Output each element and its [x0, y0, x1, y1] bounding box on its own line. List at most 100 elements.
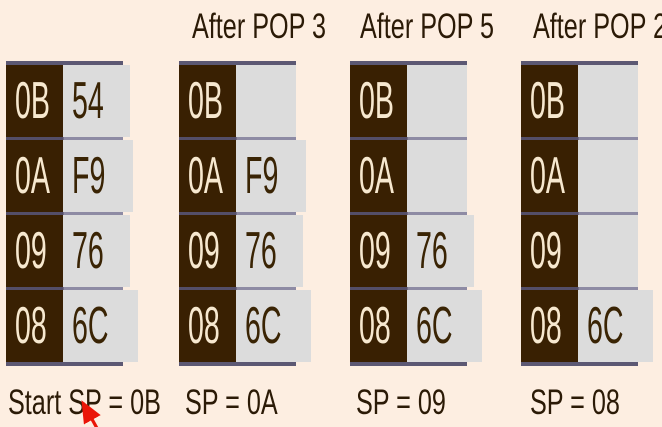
address-text: 0A [530, 147, 565, 205]
sp-label-after-pop-3: SP = 0A [185, 385, 314, 420]
address-cell: 08 [179, 290, 236, 362]
table-bottom-border [179, 362, 296, 366]
address-cell: 09 [179, 215, 236, 287]
table-top-border [6, 61, 123, 65]
stack-table-after-pop-5: 0B 0A 09 76 08 6C [350, 61, 483, 366]
address-cell: 0B [521, 65, 578, 137]
value-text: 76 [245, 222, 277, 280]
stack-row: 0B [521, 65, 638, 137]
table-top-border [521, 61, 638, 65]
stack-row: 0A [521, 140, 638, 212]
address-text: 08 [530, 297, 562, 355]
address-cell: 0B [350, 65, 407, 137]
value-text: 54 [72, 72, 104, 130]
stack-row: 0A [350, 140, 467, 212]
value-text: 76 [416, 222, 448, 280]
column-header-after-pop-5: After POP 5 [360, 9, 546, 44]
column-header-text: After POP 3 [192, 7, 326, 46]
value-cell: 76 [236, 215, 303, 287]
value-cell [236, 65, 296, 137]
value-cell [578, 65, 638, 137]
row-divider [350, 212, 467, 215]
stack-row: 09 76 [6, 215, 130, 287]
row-divider [179, 137, 296, 140]
red-arrow-icon [81, 400, 101, 427]
column-header-text: After POP 2 [533, 7, 662, 46]
table-top-border [179, 61, 296, 65]
value-text: F9 [72, 147, 106, 205]
address-cell: 0A [350, 140, 407, 212]
address-cell: 0B [6, 65, 63, 137]
value-text: 6C [587, 297, 624, 355]
value-cell: 6C [236, 290, 312, 362]
address-text: 0B [359, 72, 394, 130]
address-text: 09 [359, 222, 391, 280]
address-text: 09 [15, 222, 47, 280]
stack-row: 09 [521, 215, 638, 287]
stack-row: 0B 54 [6, 65, 130, 137]
address-text: 0B [15, 72, 50, 130]
stack-row: 0A F9 [6, 140, 133, 212]
address-text: 0B [530, 72, 565, 130]
value-cell [407, 140, 467, 212]
table-top-border [350, 61, 467, 65]
address-text: 09 [530, 222, 562, 280]
table-bottom-border [521, 362, 638, 366]
value-cell: F9 [236, 140, 306, 212]
address-text: 08 [359, 297, 391, 355]
address-text: 0A [188, 147, 223, 205]
row-divider [179, 212, 296, 215]
value-cell [578, 215, 638, 287]
row-divider [179, 287, 296, 290]
stack-row: 0B [350, 65, 467, 137]
stack-row: 0A F9 [179, 140, 306, 212]
address-cell: 08 [6, 290, 63, 362]
stack-row: 0B [179, 65, 296, 137]
address-cell: 0B [179, 65, 236, 137]
value-cell: 6C [407, 290, 483, 362]
address-cell: 09 [521, 215, 578, 287]
address-cell: 0A [521, 140, 578, 212]
row-divider [6, 137, 123, 140]
value-text: 76 [72, 222, 104, 280]
stack-row: 08 6C [350, 290, 483, 362]
address-cell: 09 [350, 215, 407, 287]
sp-label-text: SP = 08 [530, 383, 620, 422]
stack-row: 08 6C [6, 290, 139, 362]
stack-table-after-pop-3: 0B 0A F9 09 76 08 6C [179, 61, 312, 366]
stack-table-after-pop-2: 0B 0A 09 08 6C [521, 61, 654, 366]
row-divider [521, 212, 638, 215]
value-cell: 6C [578, 290, 654, 362]
column-header-text: After POP 5 [360, 7, 494, 46]
column-header-after-pop-2: After POP 2 [533, 9, 662, 44]
address-cell: 0A [179, 140, 236, 212]
address-text: 09 [188, 222, 220, 280]
address-text: 0A [15, 147, 50, 205]
address-cell: 08 [521, 290, 578, 362]
sp-label-after-pop-5: SP = 09 [356, 385, 481, 420]
value-text: F9 [245, 147, 279, 205]
value-text: 6C [72, 297, 109, 355]
value-cell: 76 [407, 215, 474, 287]
row-divider [350, 137, 467, 140]
stack-row: 08 6C [521, 290, 654, 362]
value-cell [578, 140, 638, 212]
stack-row: 08 6C [179, 290, 312, 362]
table-bottom-border [350, 362, 467, 366]
table-bottom-border [6, 362, 123, 366]
address-text: 08 [15, 297, 47, 355]
stack-table-start: 0B 54 0A F9 09 76 08 6C [6, 61, 139, 366]
value-cell: F9 [63, 140, 133, 212]
value-cell: 76 [63, 215, 130, 287]
row-divider [521, 137, 638, 140]
value-text: 6C [416, 297, 453, 355]
stack-row: 09 76 [179, 215, 303, 287]
address-cell: 08 [350, 290, 407, 362]
row-divider [6, 287, 123, 290]
address-cell: 0A [6, 140, 63, 212]
address-text: 0B [188, 72, 223, 130]
value-text: 6C [245, 297, 282, 355]
row-divider [521, 287, 638, 290]
value-cell [407, 65, 467, 137]
